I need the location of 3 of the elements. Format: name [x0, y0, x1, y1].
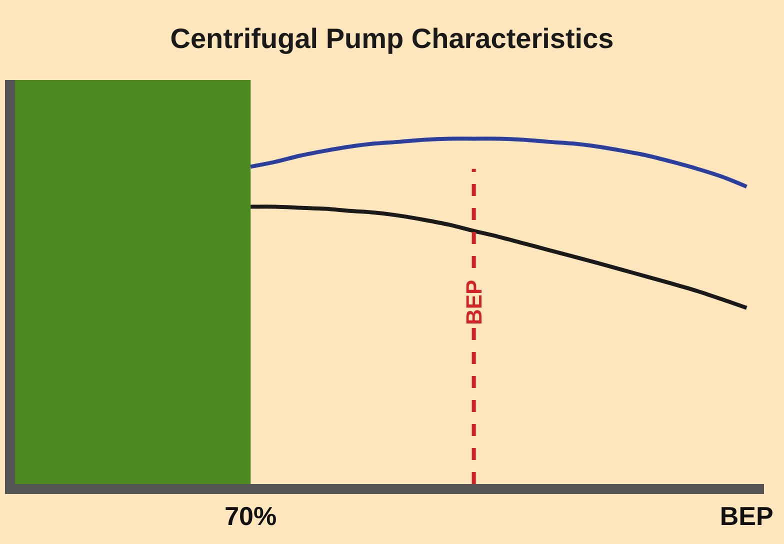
annotation: BEP: [462, 280, 487, 326]
chart-title: Centrifugal Pump Characteristics: [170, 22, 614, 54]
x-tick-label: 70%: [224, 501, 277, 532]
